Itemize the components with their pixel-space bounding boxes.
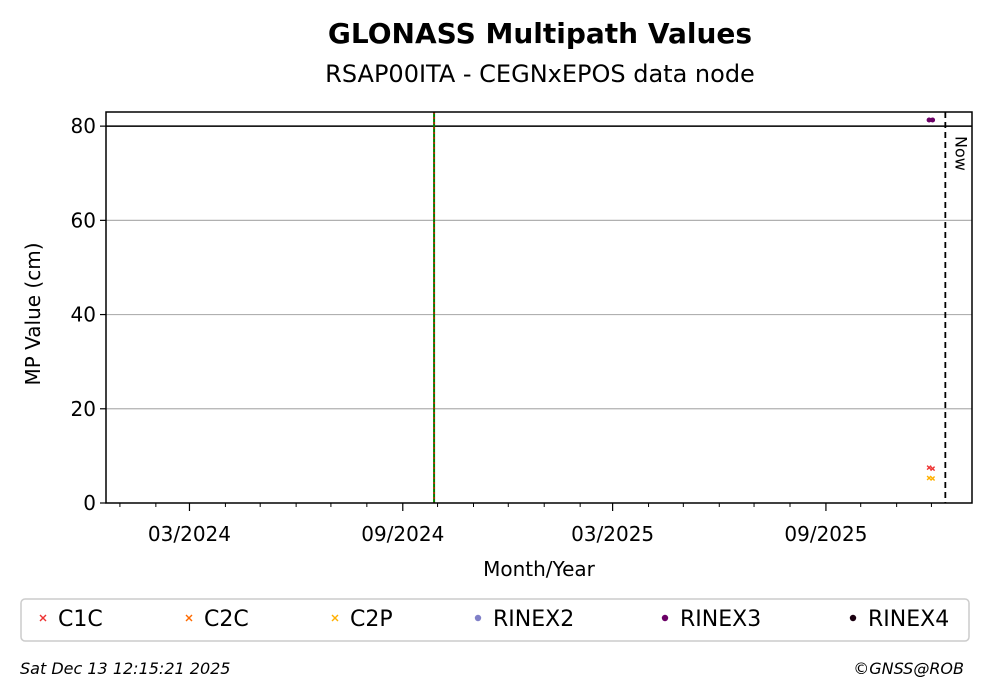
x-tick-label-2: 03/2025 — [571, 522, 654, 546]
legend-box — [20, 598, 970, 642]
y-axis-label: MP Value (cm) — [21, 242, 45, 385]
y-axis-ticks: 0 20 40 60 80 — [71, 114, 106, 515]
now-line-group: Now — [944, 112, 970, 503]
y-tick-label-60: 60 — [71, 208, 96, 232]
legend-item-c2c: C2C — [185, 607, 249, 632]
legend: C1C C2C C2P RINEX2 RINEX3 RINEX4 — [39, 607, 949, 632]
legend-label-c2c: C2C — [204, 607, 249, 632]
data-points — [926, 117, 936, 481]
legend-item-rinex2: RINEX2 — [474, 607, 574, 632]
legend-item-rinex3: RINEX3 — [661, 607, 761, 632]
y-tick-label-80: 80 — [71, 114, 96, 138]
plot-frame — [105, 111, 973, 504]
footer-copyright: ©GNSS@ROB — [853, 659, 964, 678]
legend-marker-rinex2 — [474, 614, 482, 622]
y-tick-label-20: 20 — [71, 397, 96, 421]
y-tick-label-0: 0 — [83, 491, 96, 515]
x-axis-label: Month/Year — [483, 557, 596, 581]
legend-item-c1c: C1C — [39, 607, 103, 632]
footer-timestamp: Sat Dec 13 12:15:21 2025 — [20, 659, 230, 678]
legend-item-rinex4: RINEX4 — [849, 607, 949, 632]
chart-title: GLONASS Multipath Values — [328, 17, 752, 50]
x-tick-label-0: 03/2024 — [148, 522, 231, 546]
legend-label-rinex4: RINEX4 — [868, 607, 949, 632]
legend-item-c2p: C2P — [331, 607, 393, 632]
legend-label-rinex3: RINEX3 — [680, 607, 761, 632]
point-c1c-0 — [926, 465, 932, 471]
point-c1c-1 — [930, 466, 936, 472]
legend-label-c2p: C2P — [350, 607, 393, 632]
x-tick-label-3: 09/2025 — [784, 522, 867, 546]
legend-marker-c2p — [331, 614, 339, 622]
legend-label-c1c: C1C — [58, 607, 103, 632]
legend-label-rinex2: RINEX2 — [493, 607, 574, 632]
y-tick-label-40: 40 — [71, 303, 96, 327]
y-gridlines — [106, 125, 972, 410]
legend-marker-c1c — [39, 614, 47, 622]
chart-subtitle: RSAP00ITA - CEGNxEPOS data node — [325, 60, 755, 88]
point-c2p-1 — [930, 476, 936, 481]
legend-marker-rinex4 — [849, 614, 857, 622]
point-rinex3-0 — [926, 117, 932, 123]
legend-marker-c2c — [185, 614, 193, 622]
now-label: Now — [951, 136, 970, 171]
point-rinex3-1 — [930, 117, 936, 123]
x-axis-ticks: 03/2024 09/2024 03/2025 09/2025 — [119, 503, 932, 546]
x-tick-label-1: 09/2024 — [361, 522, 444, 546]
legend-marker-rinex3 — [661, 614, 669, 622]
